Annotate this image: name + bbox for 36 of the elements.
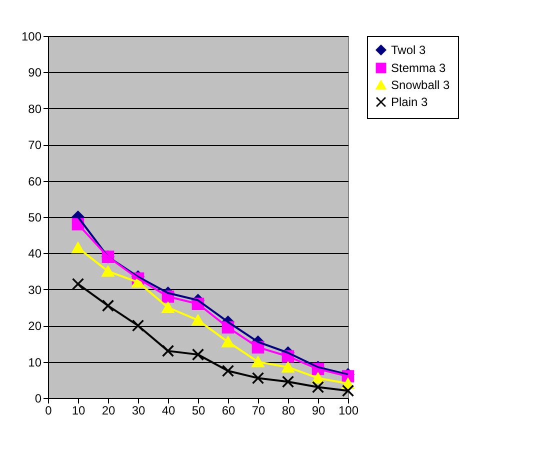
y-tick-label: 10 <box>28 355 42 370</box>
y-tick-label: 20 <box>28 319 42 334</box>
legend-label: Twol 3 <box>391 43 426 57</box>
legend-label: Plain 3 <box>391 95 428 109</box>
y-tick-label: 60 <box>28 174 42 188</box>
y-tick-label: 70 <box>28 138 42 152</box>
point <box>282 376 294 388</box>
point <box>72 278 84 290</box>
x-tick-label: 50 <box>192 404 206 418</box>
legend-label: Stemma 3 <box>391 61 446 75</box>
y-tick-label: 40 <box>28 246 42 261</box>
legend-label: Snowball 3 <box>391 78 450 92</box>
point <box>252 372 264 384</box>
x-tick-label: 80 <box>282 404 296 418</box>
x-tick-label: 0 <box>45 404 52 418</box>
x-tick-label: 30 <box>132 404 146 418</box>
point <box>222 364 234 377</box>
point <box>192 348 204 361</box>
x-tick-label: 10 <box>72 404 86 418</box>
y-tick-label: 90 <box>28 66 42 80</box>
point <box>342 384 354 397</box>
point <box>132 319 144 332</box>
x-tick-label: 90 <box>312 404 326 418</box>
x-tick-label: 70 <box>252 404 266 418</box>
y-tick-label: 30 <box>28 282 42 297</box>
point <box>162 344 174 358</box>
x-tick-label: 40 <box>162 404 176 418</box>
point <box>102 300 114 312</box>
x-tick-label: 60 <box>222 404 236 418</box>
y-tick-label: 50 <box>28 210 42 224</box>
y-tick-label: 0 <box>34 392 42 406</box>
point <box>312 380 324 394</box>
x-tick-label: 20 <box>102 404 116 418</box>
y-tick-label: 80 <box>28 102 42 116</box>
x-tick-label: 100 <box>338 404 359 418</box>
y-tick-label: 100 <box>21 30 42 44</box>
